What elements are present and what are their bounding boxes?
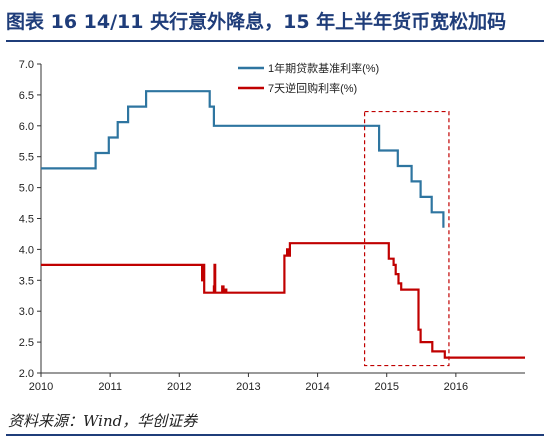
legend-label-2: 7天逆回购利率(%) [268,81,357,95]
x-tick-label: 2010 [29,381,53,393]
y-tick-label: 4.0 [19,244,34,256]
legend-label-1: 1年期贷款基准利率(%) [268,61,379,75]
chart-title: 图表 16 14/11 央行意外降息，15 年上半年货币宽松加码 [6,11,507,33]
y-tick-label: 2.0 [19,368,34,380]
source-note: 资料来源：Wind，华创证券 [8,412,198,430]
y-tick-label: 3.5 [19,275,34,287]
x-tick-label: 2011 [98,381,122,393]
x-tick-label: 2012 [167,381,191,393]
series-layer [41,90,525,367]
title-divider [6,40,544,42]
legend: 1年期贷款基准利率(%) 7天逆回购利率(%) [238,61,379,95]
y-tick-label: 4.5 [19,214,34,226]
y-tick-label: 6.5 [19,90,34,102]
highlight-box [363,110,450,367]
y-tick-label: 3.0 [19,306,34,318]
bottom-divider [6,434,544,436]
y-tick-label: 5.0 [19,183,34,195]
series-line-2 [41,242,525,359]
y-tick-label: 5.5 [19,152,34,164]
y-tick-label: 2.5 [19,337,34,349]
y-tick-label: 6.0 [19,121,34,133]
x-tick-label: 2013 [236,381,260,393]
x-tick-label: 2015 [374,381,398,393]
x-tick-label: 2016 [444,381,468,393]
series-line-1 [41,90,445,228]
x-tick-label: 2014 [305,381,329,393]
y-tick-label: 7.0 [19,59,34,71]
